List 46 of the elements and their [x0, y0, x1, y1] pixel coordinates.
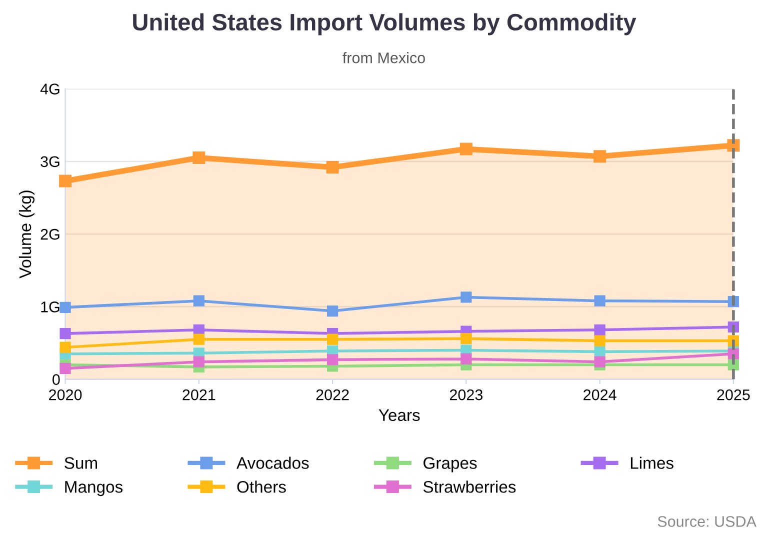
point	[594, 346, 606, 358]
y-tick-label: 4G	[40, 84, 60, 94]
point	[326, 354, 338, 366]
x-tick-label: 2025	[717, 389, 750, 400]
x-tick-label: 2024	[584, 389, 616, 400]
y-tick-label: 0	[52, 374, 60, 385]
point	[594, 356, 606, 368]
x-axis-title: Years	[378, 409, 420, 422]
x-tick-label: 2020	[49, 389, 82, 400]
point	[326, 305, 338, 317]
point	[460, 292, 472, 303]
point	[60, 328, 71, 340]
point	[594, 324, 606, 336]
point	[59, 174, 72, 188]
point	[193, 356, 204, 368]
y-tick-label: 3G	[40, 156, 60, 168]
point	[594, 335, 606, 346]
point	[460, 142, 472, 156]
point	[460, 333, 472, 344]
x-tick-label: 2021	[182, 389, 216, 400]
point	[192, 152, 206, 164]
y-tick-label: 1G	[41, 302, 60, 312]
point	[594, 295, 606, 306]
point	[60, 302, 71, 313]
legend-label: Limes	[630, 456, 674, 469]
legend-label: Grapes	[424, 457, 477, 472]
y-tick-label: 2G	[40, 228, 60, 240]
point	[60, 362, 71, 374]
point	[193, 295, 204, 306]
point	[594, 150, 606, 163]
point	[326, 160, 339, 174]
point	[60, 342, 71, 353]
source-note: Source: USDA	[658, 516, 756, 527]
point	[460, 353, 472, 365]
y-axis-title: Volume (kg)	[18, 190, 34, 278]
legend-label: Others	[237, 480, 286, 493]
legend-label: Mangos	[65, 481, 123, 496]
legend-label: Avocados	[236, 456, 309, 469]
point	[326, 334, 338, 345]
chart-subtitle: from Mexico	[342, 52, 425, 64]
point	[193, 334, 204, 345]
x-tick-label: 2023	[450, 389, 482, 400]
legend-label: Strawberries	[423, 480, 516, 493]
legend-label: Sum	[64, 457, 98, 469]
chart-title: United States Import Volumes by Commodity	[133, 13, 636, 36]
x-tick-label: 2022	[316, 389, 349, 400]
